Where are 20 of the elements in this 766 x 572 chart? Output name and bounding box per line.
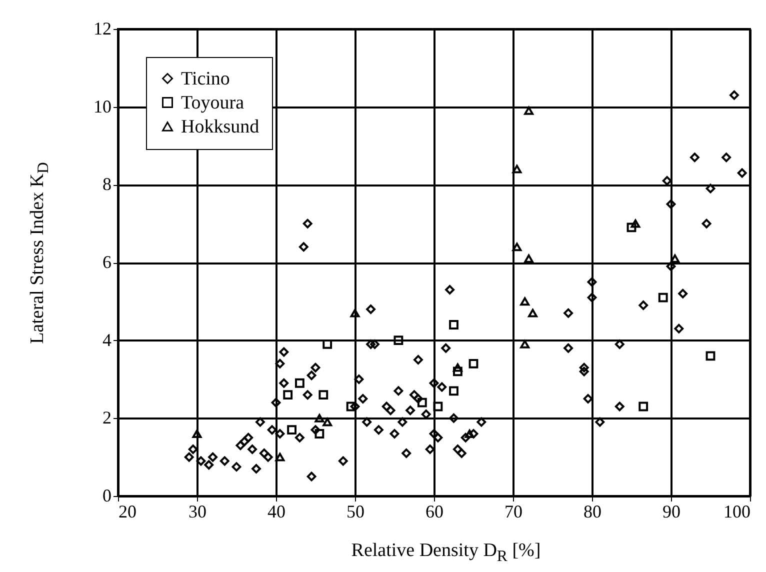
x-tick-label: 70	[504, 502, 522, 522]
x-tick-label: 80	[584, 502, 602, 522]
y-tick-label: 10	[94, 96, 112, 116]
y-tick-label: 8	[102, 174, 112, 194]
x-tick-label: 30	[188, 502, 206, 522]
legend-label: Hokksund	[181, 116, 260, 138]
y-tick-label: 0	[102, 486, 112, 506]
y-tick-label: 4	[102, 330, 112, 350]
x-axis-title: Relative Density D$_{R}$ [%]	[350, 540, 542, 566]
x-tick-label: 20	[118, 502, 136, 522]
legend-label: Ticino	[181, 68, 230, 90]
x-tick-label: 90	[662, 502, 680, 522]
y-tick-label: 12	[94, 18, 112, 38]
legend-label: Toyoura	[181, 92, 245, 114]
y-tick-label: 2	[102, 408, 112, 428]
x-tick-label: 60	[426, 502, 444, 522]
y-tick-label: 6	[102, 252, 112, 272]
x-tick-label: 50	[346, 502, 364, 522]
x-tick-label: 100	[724, 502, 750, 522]
x-tick-label: 40	[268, 502, 286, 522]
